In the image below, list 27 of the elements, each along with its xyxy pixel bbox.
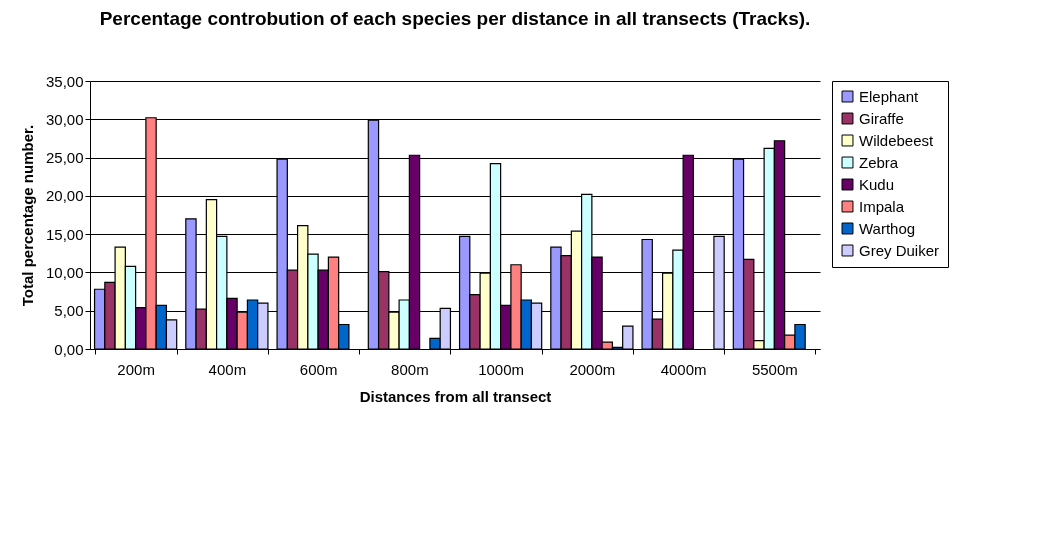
y-tick-label: 10,00 xyxy=(45,263,84,281)
legend-label: Warthog xyxy=(859,219,916,237)
x-tick-label: 2000m xyxy=(569,360,616,378)
y-axis-title: Total percentage number. xyxy=(18,124,36,307)
x-tick-label: 1000m xyxy=(478,360,525,378)
legend-label: Zebra xyxy=(859,153,899,171)
x-tick-label: 600m xyxy=(299,360,338,378)
legend-label: Giraffe xyxy=(859,109,904,127)
y-tick-label: 25,00 xyxy=(45,149,84,167)
x-tick-label: 4000m xyxy=(660,360,707,378)
x-tick-label: 400m xyxy=(208,360,247,378)
legend-label: Elephant xyxy=(859,87,920,105)
legend-label: Kudu xyxy=(859,175,895,193)
x-tick-label: 5500m xyxy=(751,360,798,378)
legend-label: Grey Duiker xyxy=(859,241,940,259)
y-tick-label: 35,00 xyxy=(45,72,84,90)
legend-label: Wildebeest xyxy=(859,131,935,149)
chart-title: Percentage controbution of each species per distance in all transects (Tracks). xyxy=(99,8,811,29)
y-tick-label: 0,00 xyxy=(54,340,84,358)
legend-label: Impala xyxy=(859,197,905,215)
x-tick-label: 200m xyxy=(117,360,155,378)
y-tick-label: 20,00 xyxy=(45,187,84,205)
y-tick-label: 15,00 xyxy=(45,225,84,243)
y-tick-label: 5,00 xyxy=(54,302,84,320)
x-tick-label: 800m xyxy=(391,360,429,378)
y-tick-label: 30,00 xyxy=(45,110,84,128)
x-axis-title: Distances from all transect xyxy=(359,387,552,405)
